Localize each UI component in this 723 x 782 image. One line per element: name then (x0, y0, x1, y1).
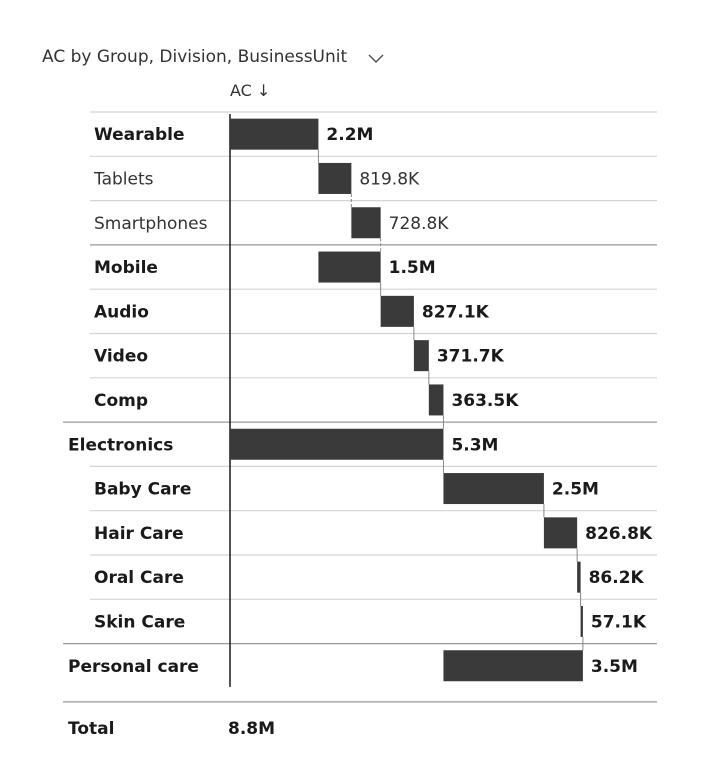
row-label: Oral Care (94, 568, 184, 588)
data-label: 86.2K (589, 568, 645, 588)
chevron-down-icon[interactable] (367, 50, 385, 64)
row-label: Skin Care (94, 612, 185, 632)
row-label: Video (94, 347, 148, 367)
row-label: Audio (94, 302, 149, 322)
column-header-ac[interactable]: AC ↓ (230, 81, 271, 100)
bar-mobile (318, 251, 381, 283)
bar-comp (428, 384, 444, 416)
data-label: 728.8K (389, 214, 450, 234)
row-label: Electronics (68, 435, 173, 455)
chart-title: AC by Group, Division, BusinessUnit (42, 47, 348, 67)
bar-audio (380, 295, 414, 327)
row-label: Smartphones (94, 214, 208, 234)
data-label: 3.5M (591, 657, 638, 677)
bar-wearable (230, 118, 319, 150)
bar-hair-care (543, 517, 578, 549)
row-label: Wearable (94, 125, 185, 145)
data-label: 827.1K (422, 302, 490, 322)
data-label: 371.7K (437, 347, 505, 367)
chart-header: AC by Group, Division, BusinessUnit (42, 44, 385, 70)
data-label: 819.8K (359, 169, 420, 189)
data-label: 2.2M (326, 125, 373, 145)
row-label: Mobile (94, 258, 158, 278)
bar-tablets (318, 162, 352, 194)
bar-baby-care (443, 473, 544, 505)
total-value: 8.8M (228, 719, 275, 739)
row-label: Baby Care (94, 480, 191, 500)
total-label: Total (68, 719, 114, 739)
row-label: Comp (94, 391, 148, 411)
data-label: 826.8K (585, 524, 653, 544)
bar-personal-care (443, 650, 583, 682)
row-label: Tablets (93, 169, 154, 189)
row-label: Hair Care (94, 524, 184, 544)
bar-electronics (230, 428, 444, 460)
data-label: 57.1K (591, 612, 647, 632)
bar-smartphones (351, 207, 381, 239)
bar-skin-care (580, 605, 583, 637)
data-label: 2.5M (552, 480, 599, 500)
data-label: 5.3M (451, 435, 498, 455)
data-label: 1.5M (389, 258, 436, 278)
bar-oral-care (577, 561, 581, 593)
data-label: 363.5K (451, 391, 519, 411)
bar-video (413, 340, 429, 372)
row-label: Personal care (68, 657, 199, 677)
